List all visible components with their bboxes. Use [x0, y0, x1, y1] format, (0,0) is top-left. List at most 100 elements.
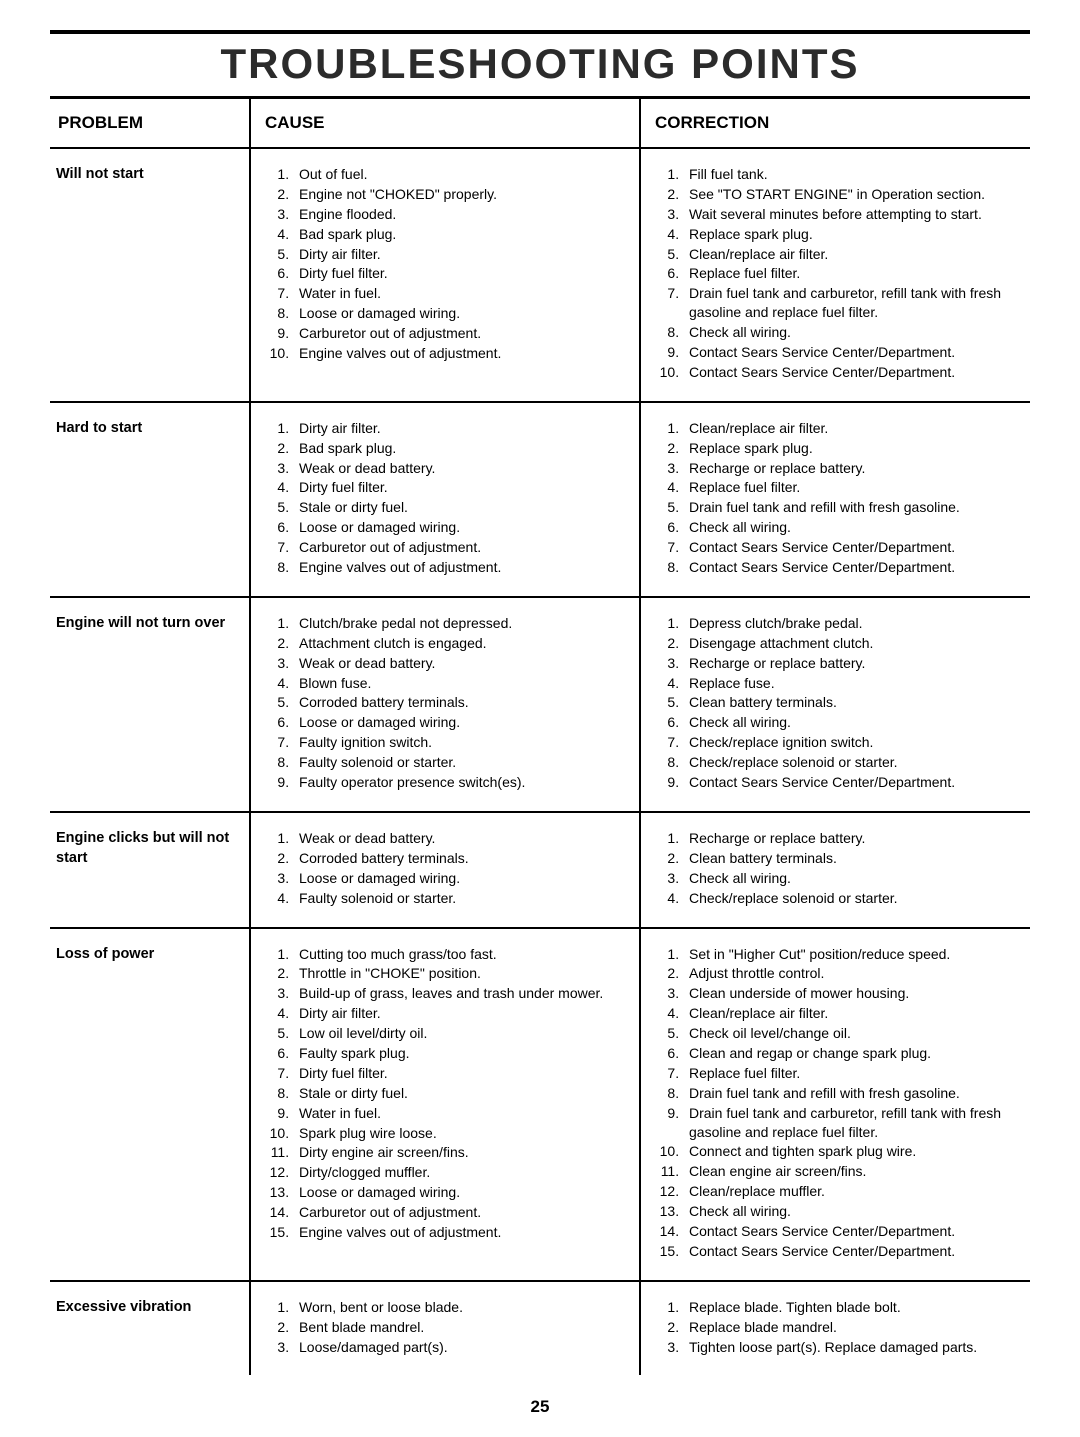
list-item: Build-up of grass, leaves and trash unde…	[293, 984, 633, 1003]
list-item: See "TO START ENGINE" in Operation secti…	[683, 185, 1024, 204]
list-item: Clean/replace muffler.	[683, 1182, 1024, 1201]
page-number: 25	[50, 1397, 1030, 1417]
list-item: Replace fuel filter.	[683, 478, 1024, 497]
correction-cell: Fill fuel tank.See "TO START ENGINE" in …	[640, 148, 1030, 402]
list-item: Check all wiring.	[683, 1202, 1024, 1221]
list-item: Clean and regap or change spark plug.	[683, 1044, 1024, 1063]
list-item: Recharge or replace battery.	[683, 829, 1024, 848]
cause-list: Dirty air filter.Bad spark plug.Weak or …	[265, 419, 633, 577]
list-item: Contact Sears Service Center/Department.	[683, 363, 1024, 382]
list-item: Loose or damaged wiring.	[293, 304, 633, 323]
list-item: Check/replace ignition switch.	[683, 733, 1024, 752]
cause-list: Worn, bent or loose blade.Bent blade man…	[265, 1298, 633, 1357]
table-header-row: PROBLEM CAUSE CORRECTION	[50, 99, 1030, 148]
correction-cell: Depress clutch/brake pedal.Disengage att…	[640, 597, 1030, 812]
list-item: Clean engine air screen/fins.	[683, 1162, 1024, 1181]
table-row: Excessive vibration Worn, bent or loose b…	[50, 1281, 1030, 1376]
cause-cell: Out of fuel.Engine not "CHOKED" properly…	[250, 148, 640, 402]
list-item: Engine valves out of adjustment.	[293, 1223, 633, 1242]
list-item: Replace spark plug.	[683, 439, 1024, 458]
correction-list: Fill fuel tank.See "TO START ENGINE" in …	[655, 165, 1024, 382]
list-item: Engine not "CHOKED" properly.	[293, 185, 633, 204]
list-item: Stale or dirty fuel.	[293, 498, 633, 517]
correction-list: Set in "Higher Cut" position/reduce spee…	[655, 945, 1024, 1261]
list-item: Carburetor out of adjustment.	[293, 324, 633, 343]
list-item: Drain fuel tank and carburetor, refill t…	[683, 284, 1024, 322]
list-item: Dirty fuel filter.	[293, 264, 633, 283]
list-item: Bad spark plug.	[293, 225, 633, 244]
cause-list: Weak or dead battery.Corroded battery te…	[265, 829, 633, 908]
table-row: Loss of powerCutting too much grass/too …	[50, 928, 1030, 1281]
table-row: Will not startOut of fuel.Engine not "CH…	[50, 148, 1030, 402]
table-row: Engine will not turn overClutch/brake pe…	[50, 597, 1030, 812]
list-item: Set in "Higher Cut" position/reduce spee…	[683, 945, 1024, 964]
list-item: Dirty fuel filter.	[293, 1064, 633, 1083]
list-item: Replace spark plug.	[683, 225, 1024, 244]
list-item: Contact Sears Service Center/Department.	[683, 1242, 1024, 1261]
list-item: Contact Sears Service Center/Department.	[683, 538, 1024, 557]
list-item: Corroded battery terminals.	[293, 849, 633, 868]
top-rule	[50, 30, 1030, 34]
list-item: Dirty air filter.	[293, 245, 633, 264]
list-item: Engine valves out of adjustment.	[293, 344, 633, 363]
list-item: Worn, bent or loose blade.	[293, 1298, 633, 1317]
list-item: Wait several minutes before attempting t…	[683, 205, 1024, 224]
list-item: Loose/damaged part(s).	[293, 1338, 633, 1357]
list-item: Engine valves out of adjustment.	[293, 558, 633, 577]
table-row: Hard to startDirty air filter.Bad spark …	[50, 402, 1030, 597]
list-item: Replace blade. Tighten blade bolt.	[683, 1298, 1024, 1317]
cause-cell: Worn, bent or loose blade.Bent blade man…	[250, 1281, 640, 1376]
list-item: Clean underside of mower housing.	[683, 984, 1024, 1003]
problem-cell: Excessive vibration	[50, 1281, 250, 1376]
list-item: Drain fuel tank and refill with fresh ga…	[683, 1084, 1024, 1103]
list-item: Check all wiring.	[683, 713, 1024, 732]
list-item: Clean/replace air filter.	[683, 245, 1024, 264]
list-item: Dirty air filter.	[293, 1004, 633, 1023]
list-item: Check/replace solenoid or starter.	[683, 753, 1024, 772]
header-correction: CORRECTION	[640, 99, 1030, 148]
list-item: Check all wiring.	[683, 323, 1024, 342]
correction-list: Recharge or replace battery.Clean batter…	[655, 829, 1024, 908]
list-item: Drain fuel tank and refill with fresh ga…	[683, 498, 1024, 517]
list-item: Contact Sears Service Center/Department.	[683, 773, 1024, 792]
list-item: Clean/replace air filter.	[683, 419, 1024, 438]
list-item: Dirty engine air screen/fins.	[293, 1143, 633, 1162]
list-item: Spark plug wire loose.	[293, 1124, 633, 1143]
cause-cell: Clutch/brake pedal not depressed.Attachm…	[250, 597, 640, 812]
list-item: Replace fuel filter.	[683, 1064, 1024, 1083]
cause-cell: Weak or dead battery.Corroded battery te…	[250, 812, 640, 928]
list-item: Replace fuel filter.	[683, 264, 1024, 283]
list-item: Drain fuel tank and carburetor, refill t…	[683, 1104, 1024, 1142]
list-item: Carburetor out of adjustment.	[293, 1203, 633, 1222]
list-item: Faulty ignition switch.	[293, 733, 633, 752]
problem-cell: Hard to start	[50, 402, 250, 597]
cause-cell: Cutting too much grass/too fast.Throttle…	[250, 928, 640, 1281]
cause-list: Out of fuel.Engine not "CHOKED" properly…	[265, 165, 633, 363]
list-item: Weak or dead battery.	[293, 829, 633, 848]
list-item: Bad spark plug.	[293, 439, 633, 458]
list-item: Dirty/clogged muffler.	[293, 1163, 633, 1182]
list-item: Clean battery terminals.	[683, 849, 1024, 868]
table-body: Will not startOut of fuel.Engine not "CH…	[50, 148, 1030, 1375]
list-item: Attachment clutch is engaged.	[293, 634, 633, 653]
list-item: Loose or damaged wiring.	[293, 1183, 633, 1202]
list-item: Check oil level/change oil.	[683, 1024, 1024, 1043]
list-item: Depress clutch/brake pedal.	[683, 614, 1024, 633]
list-item: Contact Sears Service Center/Department.	[683, 558, 1024, 577]
list-item: Corroded battery terminals.	[293, 693, 633, 712]
page-container: TROUBLESHOOTING POINTS PROBLEM CAUSE COR…	[0, 0, 1080, 1437]
cause-list: Clutch/brake pedal not depressed.Attachm…	[265, 614, 633, 792]
list-item: Recharge or replace battery.	[683, 654, 1024, 673]
list-item: Carburetor out of adjustment.	[293, 538, 633, 557]
list-item: Fill fuel tank.	[683, 165, 1024, 184]
correction-cell: Clean/replace air filter.Replace spark p…	[640, 402, 1030, 597]
list-item: Weak or dead battery.	[293, 459, 633, 478]
header-problem: PROBLEM	[50, 99, 250, 148]
list-item: Faulty operator presence switch(es).	[293, 773, 633, 792]
list-item: Contact Sears Service Center/Department.	[683, 1222, 1024, 1241]
list-item: Recharge or replace battery.	[683, 459, 1024, 478]
page-title: TROUBLESHOOTING POINTS	[50, 40, 1030, 88]
correction-cell: Set in "Higher Cut" position/reduce spee…	[640, 928, 1030, 1281]
list-item: Contact Sears Service Center/Department.	[683, 343, 1024, 362]
list-item: Faulty spark plug.	[293, 1044, 633, 1063]
